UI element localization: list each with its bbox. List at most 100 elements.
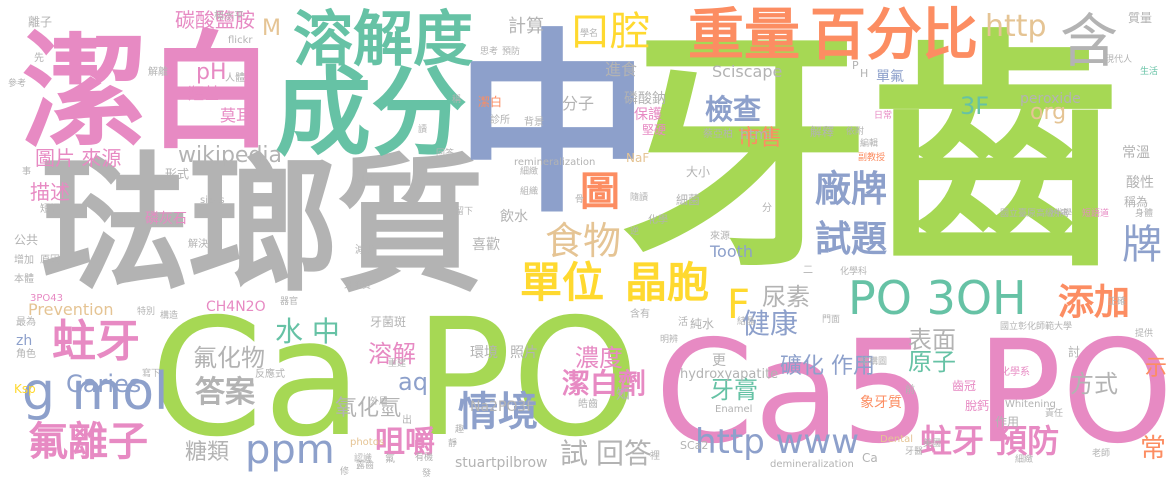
word-answer: 答案 [195,375,255,410]
word-toothpaste: 牙膏 [710,376,758,404]
word-understand: 認識 [354,454,373,464]
word-unit: 單位 [520,258,605,307]
word-remineralization: remineralization [514,157,596,168]
word-add: 添加 [1058,282,1131,323]
word-fluoride: 氟化物 [193,344,265,372]
word-role-play: 扮演 [1050,209,1069,219]
word-acidic: 酸性 [1126,175,1154,191]
word-concentration: 濃度 [575,344,623,372]
word-brand-single: 牌 [1122,222,1162,268]
word-fun: 趣 [455,425,465,435]
word-ion: 離子 [28,15,53,29]
word-organ: 器官 [280,297,299,307]
word-f: F [727,282,751,328]
word-explain: 解釋 [810,125,835,139]
word-usa: 美國 [923,439,942,449]
word-fluoride-ion: 氟離子 [28,419,148,465]
word-prevention: Prevention [28,300,114,319]
word-provide: 提供 [1135,329,1154,339]
word-sca2: SCa2 [680,439,709,452]
word-think: 思考 [480,47,499,57]
word-reaction-formula: 反應式 [255,369,285,380]
word-human-body: 人體 [225,73,245,84]
word-call: 稱 [452,95,462,105]
word-tooth: Tooth [710,242,754,261]
word-fine: 細緻 [1015,455,1034,465]
word-sodium-phosphate: 磷酸鈉 [624,91,666,107]
word-short-path: 短語道 [1082,209,1110,219]
word-background: 背景 [524,117,544,128]
word-dissolve: 溶解 [368,340,416,368]
word-check: 檢查 [705,93,762,126]
word-plaque: 牙菌斑 [370,315,407,329]
word-quiet: 靜 [448,439,458,449]
word-ph: pH [196,60,227,85]
word-often: 常 [1140,434,1167,464]
word-leave: 留下 [455,207,474,217]
word-drinking-water: 飲水 [500,209,528,225]
word-yang: 楊水平 [214,11,244,22]
word-reference: 參考 [8,79,27,89]
word-tsai: 蔡亞柏 [703,129,733,140]
word-contains: 含有 [630,309,650,320]
word-photos: photos [350,437,385,448]
word-form: 形式 [165,167,190,181]
word-exam: 試題 [815,219,888,260]
word-crystal: 結晶 [737,317,756,327]
word-show: 示 [1145,356,1168,381]
word-construct: 構造 [160,311,179,321]
word-prevent-small: 預防 [502,47,521,57]
word-demineralization: demineralization [770,459,854,470]
word-taiyuan-high: 國立臺原高級中學 [1000,209,1073,219]
word-calculate: 計算 [508,16,544,37]
word-surface: 表面 [908,326,956,354]
word-associate-prof: 副教授 [858,153,886,163]
word-most: 最為 [16,317,36,328]
word-ppm: ppm [245,427,335,473]
word-structure-diagram: 結構圖 [860,357,888,367]
word-teeth: 牙齒 [620,9,1120,300]
word-pure-water: 純水 [690,317,715,331]
word-source: 來源 [710,231,730,242]
word-brand: 廠牌 [815,169,888,210]
word-chemistry: 化學 [648,215,668,226]
word-molecule: 分子 [562,94,595,113]
word-changhua-univ: 國立彰化師範大學 [1000,322,1073,332]
word-live: 活 [678,317,688,328]
word-teacher: 老師 [1092,449,1111,459]
word-percent: 百分比 [810,3,978,68]
word-chemistry-dept: 化學科 [840,267,868,277]
word-p: P [852,59,859,72]
word-answer-reply: 回答 [596,437,653,470]
word-chew: 咀嚼 [375,425,435,460]
word-body: 身體 [1135,209,1154,219]
word-phrase: 短語 [40,204,60,215]
word-discuss: 討 [1068,345,1081,359]
word-knowledge: 知識 [355,175,374,185]
word-grin: 露齒 [356,461,375,471]
word-reply-small: 回答 [436,149,455,159]
word-g-mol: g mol [22,362,169,422]
word-dentist: 牙醫 [905,447,924,457]
word-photo: 照片 [510,345,538,361]
word-sizes: sizes [200,195,225,206]
word-hydroxyl: 羥基 [188,84,221,103]
word-http: http [985,9,1047,44]
word-called: 稱為 [1124,195,1149,209]
word-clinic: 診所 [490,115,510,126]
word-read: 讀 [418,125,428,135]
word-image-source: 圖片 來源 [35,146,122,170]
word-self: 本體 [14,274,34,285]
word-in-water: 水 中 [275,315,340,348]
word-crown: 齒冠 [952,379,977,393]
word-describe: 描述 [30,180,70,204]
word-depend: 依附 [846,127,865,137]
word-out: 出 [402,415,412,426]
word-correct: 正確 [1108,297,1127,307]
word-ca5-po: Ca5 PO [655,310,1174,476]
word-know: 知 [616,387,630,403]
word-naf: NaF [626,151,650,165]
word-hard: 堅硬 [642,123,667,137]
word-write-down: 寫下 [142,369,161,379]
word-modern-people: 現代人 [1105,55,1133,65]
